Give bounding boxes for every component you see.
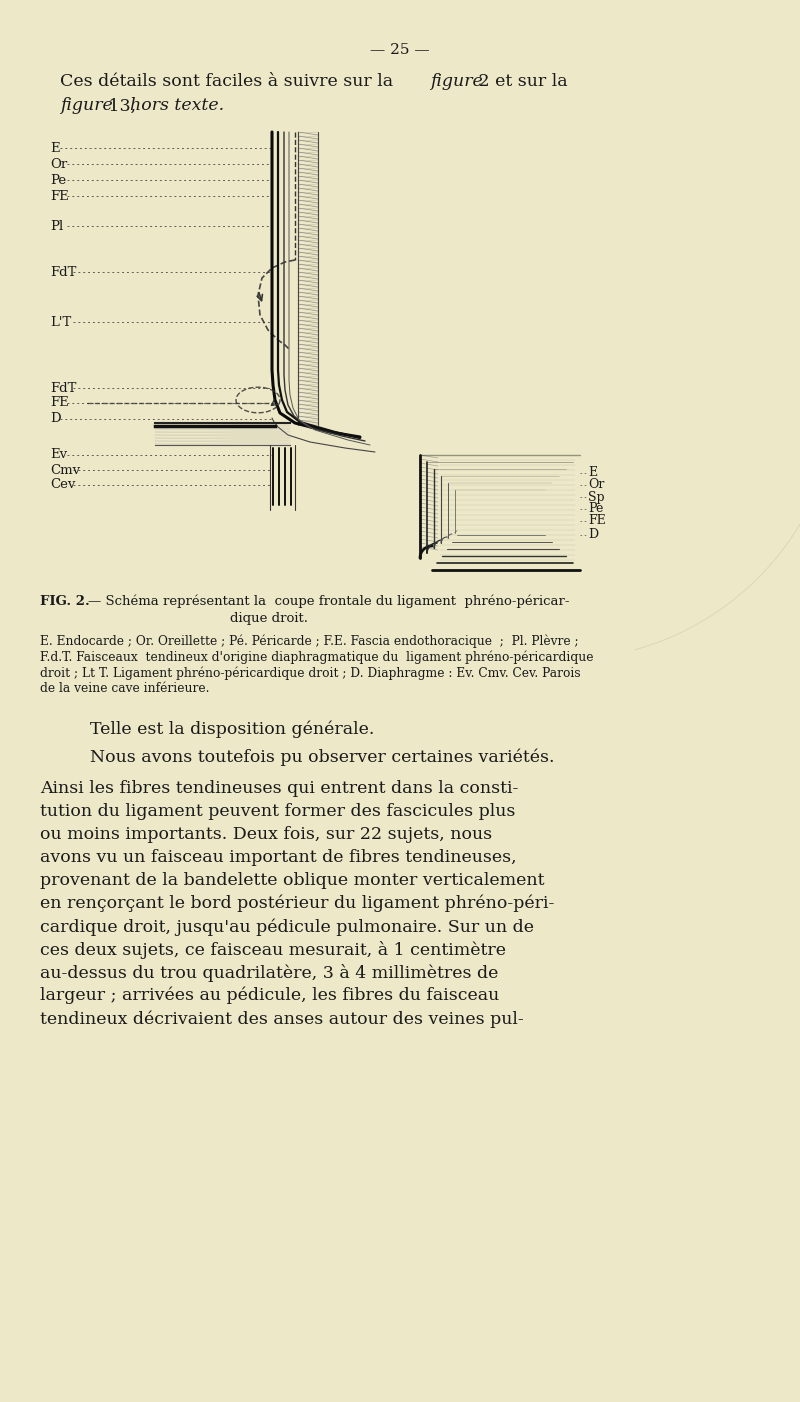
Text: F.d.T. Faisceaux  tendineux d'origine diaphragmatique du  ligament phréno-périca: F.d.T. Faisceaux tendineux d'origine dia… xyxy=(40,651,594,663)
Text: E. Endocarde ; Or. Oreillette ; Pé. Péricarde ; F.E. Fascia endothoracique  ;  P: E. Endocarde ; Or. Oreillette ; Pé. Péri… xyxy=(40,634,578,648)
Text: E: E xyxy=(50,142,60,154)
Text: au-dessus du trou quadrilatère, 3 à 4 millimètres de: au-dessus du trou quadrilatère, 3 à 4 mi… xyxy=(40,965,498,981)
Text: FdT: FdT xyxy=(50,265,76,279)
Text: ces deux sujets, ce faisceau mesurait, à 1 centimètre: ces deux sujets, ce faisceau mesurait, à… xyxy=(40,941,506,959)
Text: avons vu un faisceau important de fibres tendineuses,: avons vu un faisceau important de fibres… xyxy=(40,850,517,866)
Text: hors texte.: hors texte. xyxy=(130,98,224,115)
Text: dique droit.: dique droit. xyxy=(230,613,308,625)
Text: ou moins importants. Deux fois, sur 22 sujets, nous: ou moins importants. Deux fois, sur 22 s… xyxy=(40,826,492,843)
Text: figure: figure xyxy=(430,73,482,91)
Text: — 25 —: — 25 — xyxy=(370,43,430,57)
Text: Nous avons toutefois pu observer certaines variétés.: Nous avons toutefois pu observer certain… xyxy=(90,749,554,765)
Text: Telle est la disposition générale.: Telle est la disposition générale. xyxy=(90,721,374,737)
Text: FE: FE xyxy=(588,515,606,527)
Text: Or: Or xyxy=(50,157,67,171)
Text: E: E xyxy=(588,467,597,479)
Text: figure: figure xyxy=(60,98,113,115)
Text: tution du ligament peuvent former des fascicules plus: tution du ligament peuvent former des fa… xyxy=(40,803,515,820)
Text: Ces détails sont faciles à suivre sur la: Ces détails sont faciles à suivre sur la xyxy=(60,73,398,91)
Text: Cmv: Cmv xyxy=(50,464,80,477)
Text: Pe: Pe xyxy=(50,174,66,186)
Text: tendineux décrivaient des anses autour des veines pul-: tendineux décrivaient des anses autour d… xyxy=(40,1009,524,1028)
Text: Sp: Sp xyxy=(588,491,605,503)
Text: Pl: Pl xyxy=(50,220,63,233)
Text: Ev: Ev xyxy=(50,449,67,461)
Text: FE: FE xyxy=(50,397,69,409)
Text: — Schéma représentant la  coupe frontale du ligament  phréno-péricar-: — Schéma représentant la coupe frontale … xyxy=(88,594,570,608)
Text: en rençorçant le bord postérieur du ligament phréno-péri-: en rençorçant le bord postérieur du liga… xyxy=(40,894,554,913)
Text: cardique droit, jusqu'au pédicule pulmonaire. Sur un de: cardique droit, jusqu'au pédicule pulmon… xyxy=(40,918,534,935)
Text: Pe: Pe xyxy=(588,502,603,516)
Text: 2 et sur la: 2 et sur la xyxy=(473,73,568,91)
Text: D: D xyxy=(588,529,598,541)
Text: FIG. 2.: FIG. 2. xyxy=(40,594,90,608)
Text: Or: Or xyxy=(588,478,604,492)
Text: largeur ; arrivées au pédicule, les fibres du faisceau: largeur ; arrivées au pédicule, les fibr… xyxy=(40,987,499,1004)
Text: L'T: L'T xyxy=(50,315,71,328)
Text: 13,: 13, xyxy=(103,98,142,115)
Text: FdT: FdT xyxy=(50,381,76,394)
Text: de la veine cave inférieure.: de la veine cave inférieure. xyxy=(40,681,210,695)
Text: provenant de la bandelette oblique monter verticalement: provenant de la bandelette oblique monte… xyxy=(40,872,545,889)
Text: D: D xyxy=(50,412,61,425)
Text: Cev: Cev xyxy=(50,478,75,492)
Text: FE: FE xyxy=(50,189,69,202)
Text: Ainsi les fibres tendineuses qui entrent dans la consti-: Ainsi les fibres tendineuses qui entrent… xyxy=(40,780,518,796)
Text: droit ; Lt T. Ligament phréno-péricardique droit ; D. Diaphragme : Ev. Cmv. Cev.: droit ; Lt T. Ligament phréno-péricardiq… xyxy=(40,666,581,680)
